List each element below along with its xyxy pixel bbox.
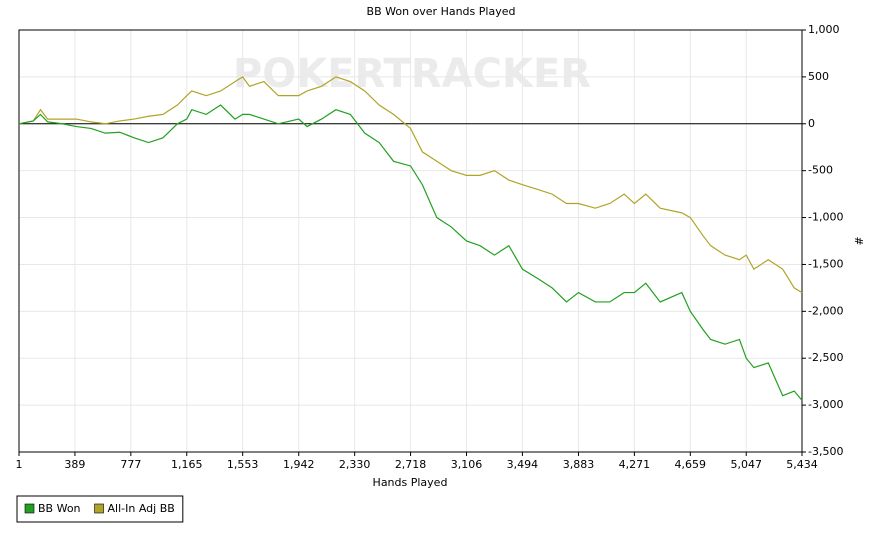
y-tick-label: -3,500 <box>808 445 843 458</box>
series-line <box>18 76 803 294</box>
x-tick-label: 3,106 <box>451 458 483 471</box>
x-axis-label: Hands Played <box>373 476 448 489</box>
y-tick-label: -2,500 <box>808 351 843 364</box>
x-tick-label: 2,718 <box>395 458 427 471</box>
y-axis-label: # <box>852 236 865 245</box>
y-tick-label: 500 <box>808 70 829 83</box>
y-tick-label: -500 <box>808 164 833 177</box>
x-tick-label: 1,165 <box>171 458 203 471</box>
x-tick-label: 1,942 <box>283 458 315 471</box>
x-tick-label: 5,434 <box>786 458 818 471</box>
x-tick-label: 2,330 <box>339 458 371 471</box>
legend-swatch <box>24 503 35 514</box>
watermark: POKERTRACKER <box>233 51 591 97</box>
x-tick-label: 4,659 <box>675 458 707 471</box>
legend-swatch <box>94 503 104 514</box>
x-tick-label: 1 <box>16 458 23 471</box>
series-line <box>18 104 803 401</box>
y-tick-label: -1,000 <box>808 211 843 224</box>
plot-frame <box>18 29 803 453</box>
x-tick-label: 389 <box>64 458 85 471</box>
x-tick-label: 3,883 <box>563 458 595 471</box>
chart-title: BB Won over Hands Played <box>367 5 516 18</box>
y-tick-label: 1,000 <box>808 23 840 36</box>
x-tick-label: 3,494 <box>507 458 539 471</box>
x-tick-label: 1,553 <box>227 458 259 471</box>
y-tick-label: -2,000 <box>808 304 843 317</box>
legend-label: All-In Adj BB <box>108 502 175 515</box>
legend: BB Won All-In Adj BB <box>16 495 184 523</box>
legend-label: BB Won <box>38 502 81 515</box>
x-tick-label: 5,047 <box>730 458 762 471</box>
y-tick-label: 0 <box>808 117 815 130</box>
x-tick-label: 777 <box>120 458 141 471</box>
y-tick-label: -3,000 <box>808 398 843 411</box>
x-tick-label: 4,271 <box>619 458 651 471</box>
y-tick-label: -1,500 <box>808 257 843 270</box>
